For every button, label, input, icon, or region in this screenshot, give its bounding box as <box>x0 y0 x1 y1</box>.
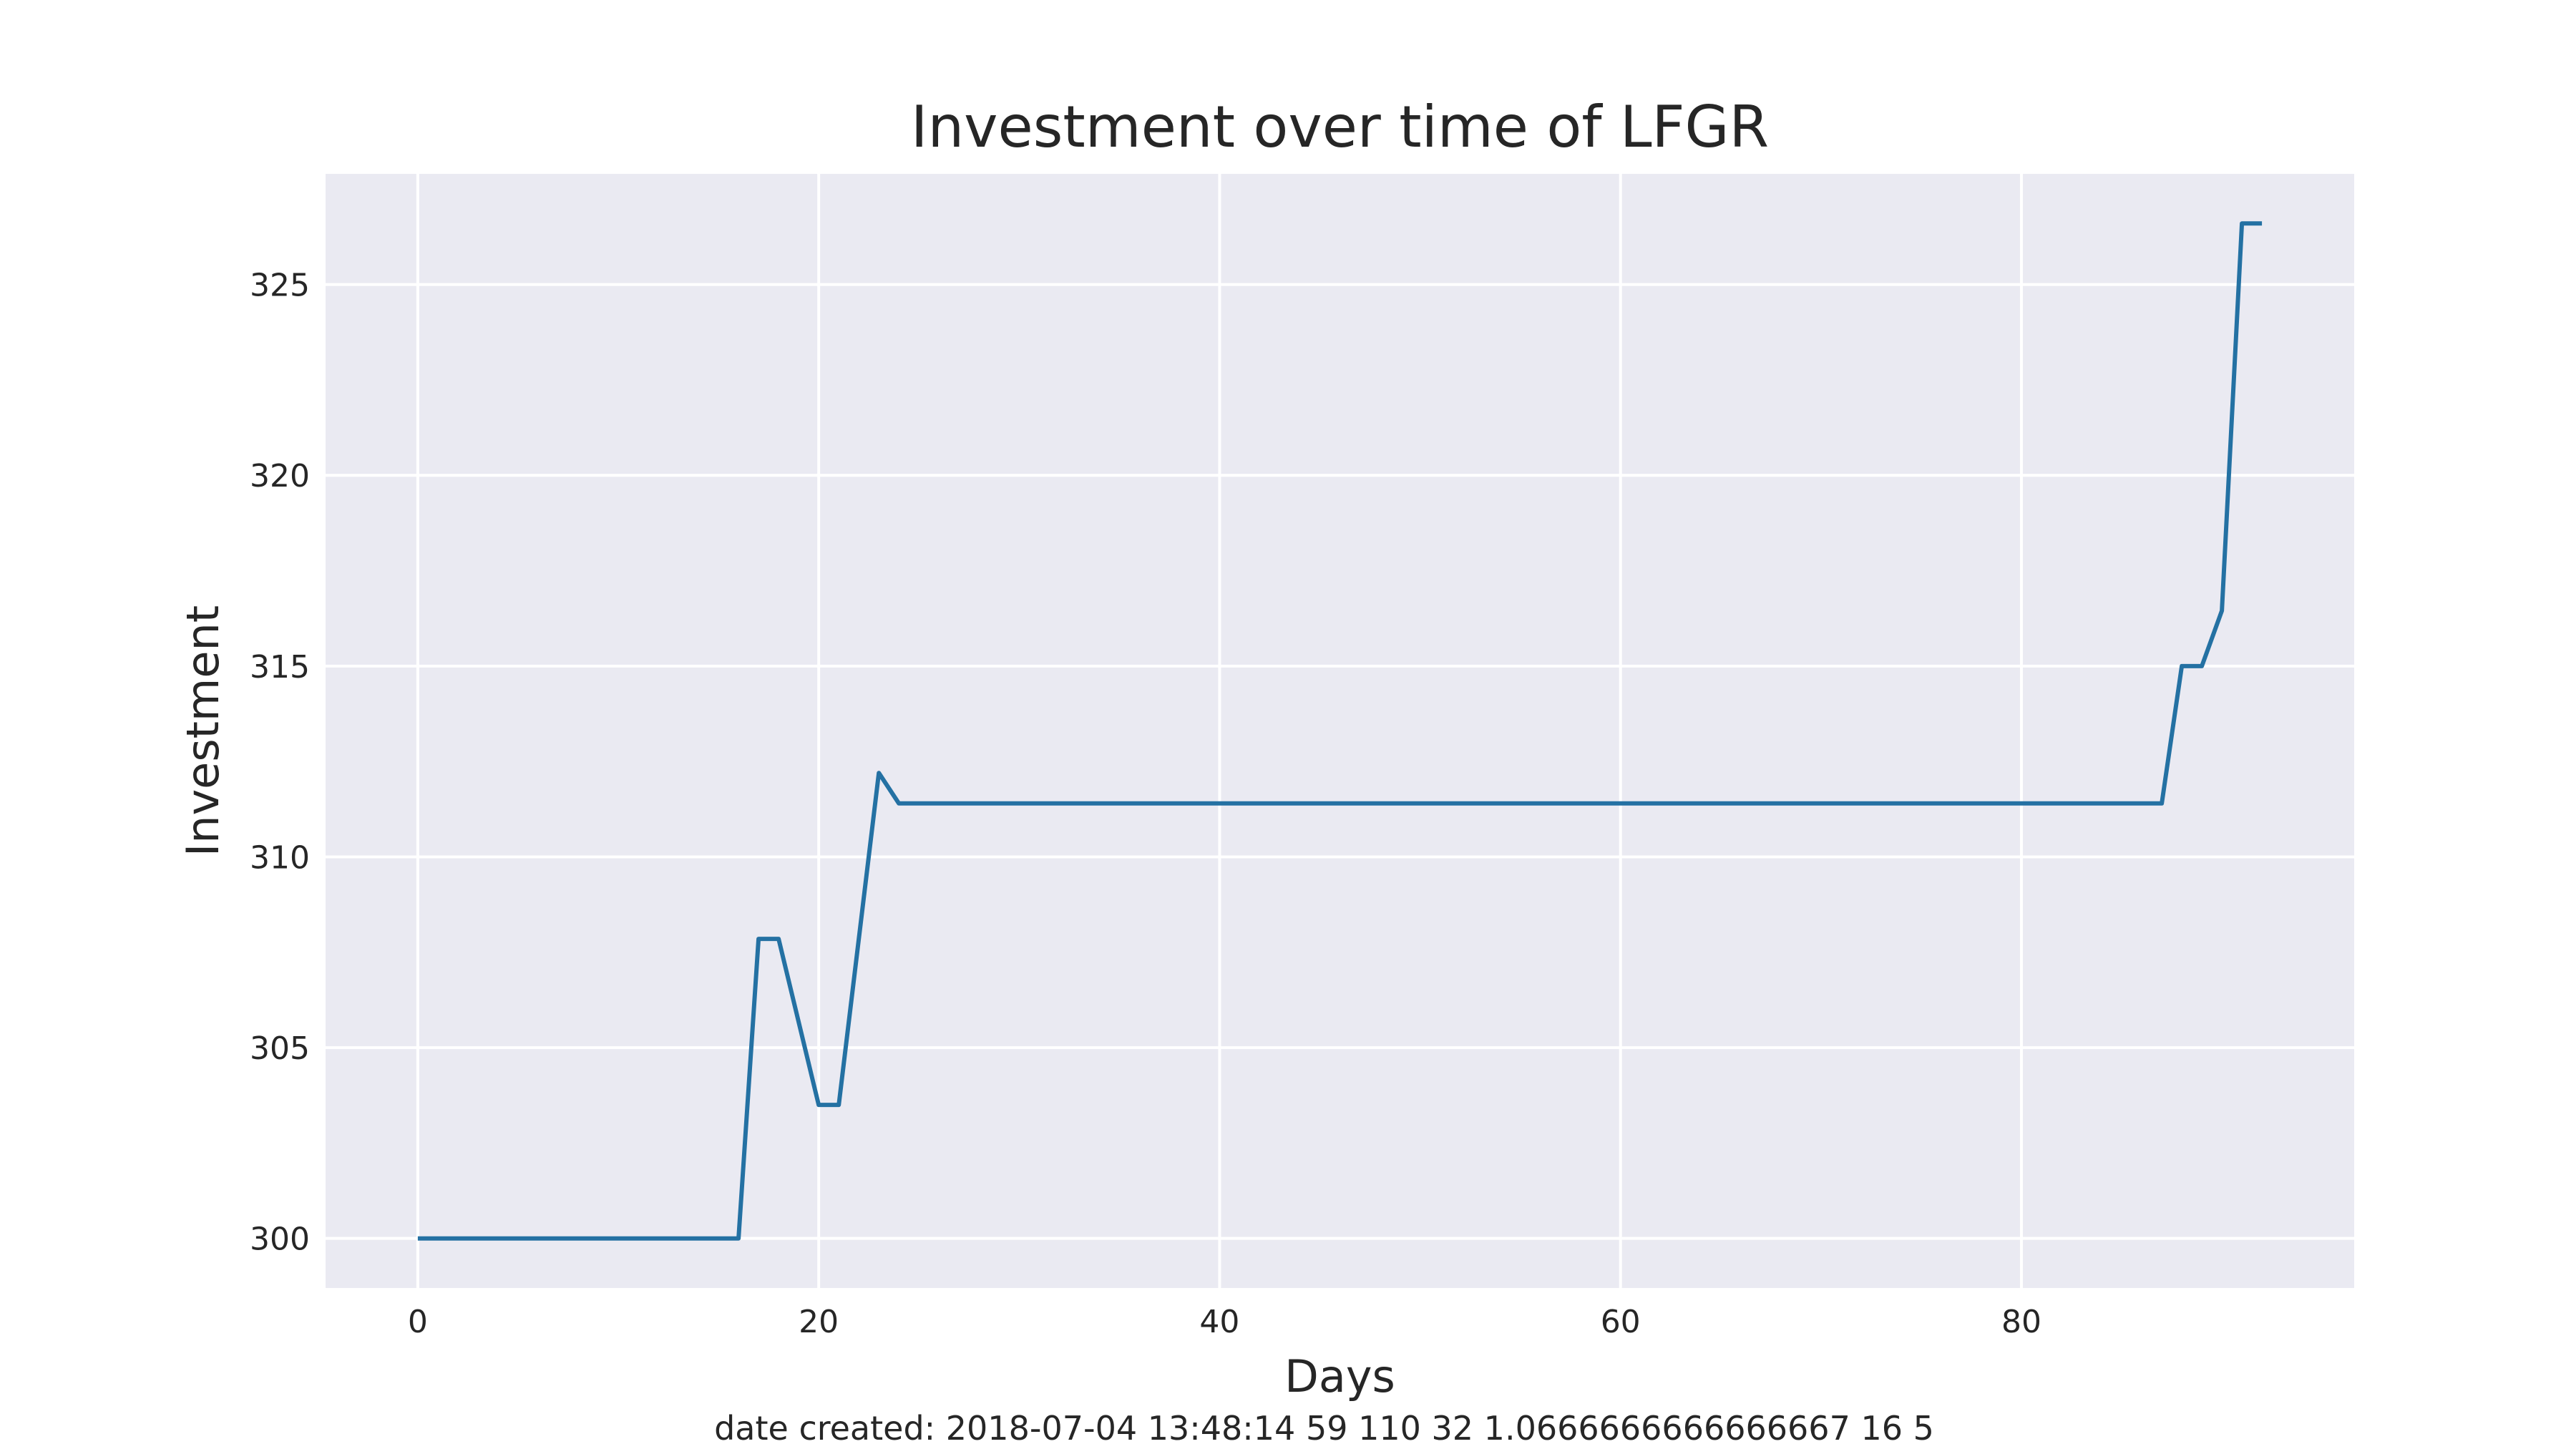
y-tick-label: 300 <box>250 1221 310 1258</box>
chart-title: Investment over time of LFGR <box>911 94 1769 160</box>
y-tick-label: 310 <box>250 839 310 876</box>
x-tick-label: 60 <box>1601 1304 1641 1340</box>
series-layer <box>417 221 2263 1241</box>
x-tick-label: 20 <box>799 1304 839 1340</box>
y-axis-label: Investment <box>177 605 229 857</box>
plot-background <box>326 174 2354 1288</box>
y-tick-label: 325 <box>250 268 310 304</box>
x-tick-label: 40 <box>1199 1304 1239 1340</box>
x-axis-label: Days <box>1284 1350 1395 1402</box>
y-tick-label: 305 <box>250 1030 310 1067</box>
x-tick-label: 80 <box>2001 1304 2041 1340</box>
x-tick-label: 0 <box>408 1304 428 1340</box>
tick-labels: 0 20 40 60 80 300 305 310 315 320 325 <box>250 268 2041 1340</box>
y-tick-label: 320 <box>250 458 310 494</box>
date-created-note: date created: 2018-07-04 13:48:14 59 110… <box>714 1409 1934 1448</box>
y-tick-label: 315 <box>250 649 310 686</box>
series-line <box>417 221 2263 1241</box>
